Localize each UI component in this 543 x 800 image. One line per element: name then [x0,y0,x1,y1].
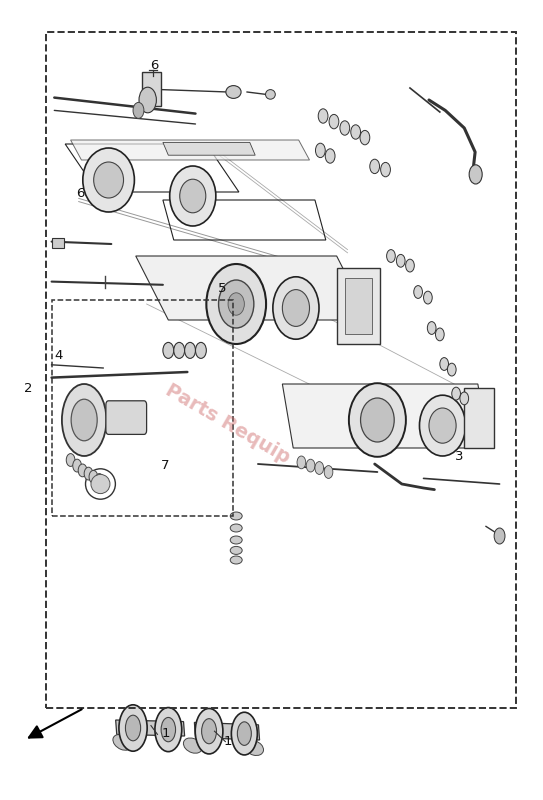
Circle shape [89,470,98,483]
FancyBboxPatch shape [106,401,147,434]
Bar [52,238,64,248]
Ellipse shape [155,707,182,752]
Bar [52,300,233,516]
Text: 2: 2 [24,382,33,394]
Ellipse shape [113,734,131,750]
Ellipse shape [161,718,175,742]
Ellipse shape [228,293,244,315]
Circle shape [396,254,405,267]
Text: 4: 4 [54,350,63,362]
Ellipse shape [226,86,241,98]
Circle shape [340,121,350,135]
Polygon shape [136,256,369,320]
Circle shape [195,342,206,358]
Ellipse shape [230,524,242,532]
Bar [337,268,380,344]
Text: 5: 5 [218,282,227,294]
Circle shape [185,342,195,358]
Ellipse shape [230,556,242,564]
Circle shape [469,165,482,184]
Text: 7: 7 [161,459,170,472]
Circle shape [452,387,460,400]
Circle shape [424,291,432,304]
Circle shape [73,459,81,472]
Ellipse shape [218,280,254,328]
Circle shape [360,130,370,145]
Circle shape [324,466,333,478]
Text: 3: 3 [454,450,463,462]
Ellipse shape [71,399,97,441]
Ellipse shape [169,166,216,226]
Ellipse shape [180,179,206,213]
Ellipse shape [125,715,141,741]
Ellipse shape [231,712,257,755]
Bar [464,388,494,448]
Ellipse shape [206,264,266,344]
Circle shape [78,464,87,477]
Circle shape [133,102,144,118]
Circle shape [66,454,75,466]
Ellipse shape [349,383,406,457]
Circle shape [174,342,185,358]
Ellipse shape [230,512,242,520]
Circle shape [435,328,444,341]
Ellipse shape [94,162,124,198]
Bar [345,278,372,334]
Ellipse shape [273,277,319,339]
Ellipse shape [195,709,223,754]
Circle shape [318,109,328,123]
Circle shape [95,474,104,486]
Polygon shape [194,722,260,740]
Bar [142,72,161,106]
Circle shape [440,358,449,370]
Circle shape [381,162,390,177]
Circle shape [315,462,324,474]
Bar [46,32,516,708]
Text: 1: 1 [161,727,170,740]
Circle shape [460,392,469,405]
Ellipse shape [361,398,394,442]
Ellipse shape [184,738,202,754]
Circle shape [163,342,174,358]
Ellipse shape [282,290,310,326]
Ellipse shape [419,395,465,456]
Polygon shape [282,384,489,448]
Ellipse shape [429,408,456,443]
Ellipse shape [83,148,135,212]
Circle shape [351,125,361,139]
Text: Parts Requip: Parts Requip [162,381,294,467]
Circle shape [315,143,325,158]
Ellipse shape [266,90,275,99]
Circle shape [139,87,156,113]
Circle shape [306,459,315,472]
Ellipse shape [245,741,263,755]
Circle shape [494,528,505,544]
Circle shape [414,286,422,298]
Ellipse shape [230,546,242,554]
Text: 6: 6 [150,59,159,72]
Circle shape [447,363,456,376]
Polygon shape [163,142,255,155]
Ellipse shape [230,536,242,544]
Ellipse shape [237,722,251,746]
Ellipse shape [201,718,217,744]
Ellipse shape [91,474,110,494]
Circle shape [329,114,339,129]
Circle shape [387,250,395,262]
Ellipse shape [119,705,147,751]
Circle shape [297,456,306,469]
Polygon shape [71,140,310,160]
Text: 6: 6 [76,187,85,200]
Polygon shape [116,720,185,736]
Circle shape [84,467,93,480]
Circle shape [325,149,335,163]
Circle shape [406,259,414,272]
Text: 1: 1 [224,735,232,748]
Circle shape [370,159,380,174]
Ellipse shape [62,384,106,456]
Circle shape [427,322,436,334]
